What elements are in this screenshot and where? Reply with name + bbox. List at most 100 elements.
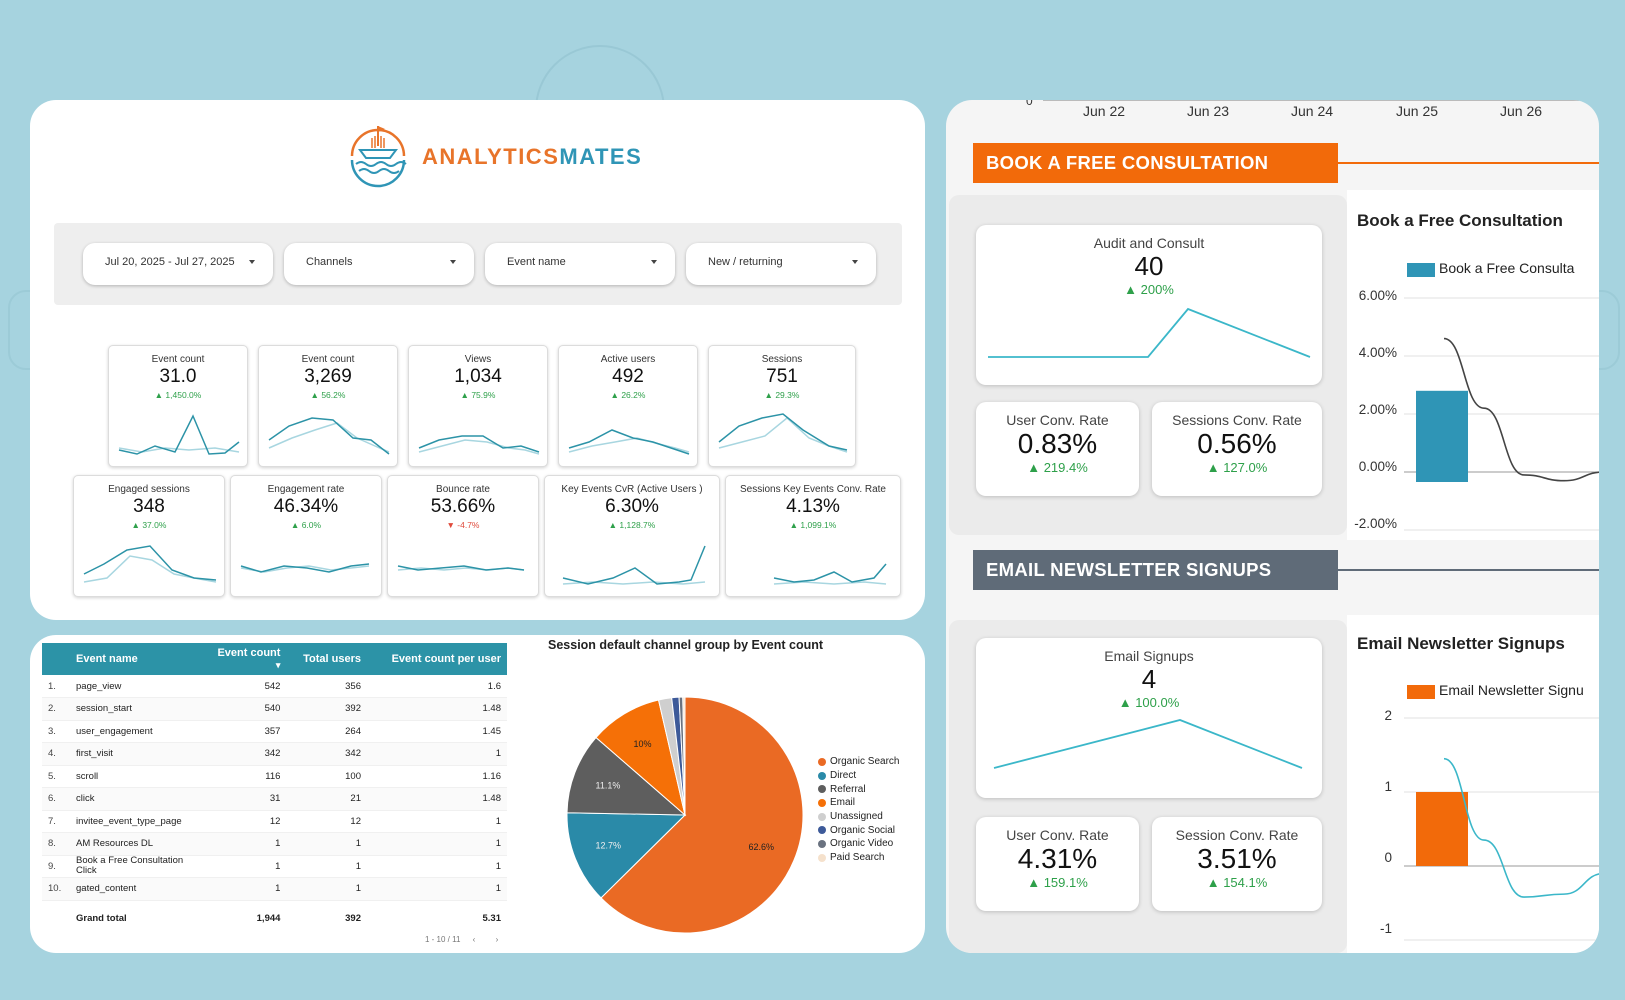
email-signups-card[interactable]: Email Signups 4 ▲ 100.0% (976, 638, 1322, 798)
pie-slice[interactable] (595, 699, 686, 817)
legend-item[interactable]: Organic Search (818, 755, 899, 769)
kpi-change: ▲ 219.4% (1027, 460, 1088, 475)
column-header-sorted[interactable]: Event count ▾ (200, 643, 287, 675)
new-returning-filter[interactable]: New / returning (686, 243, 876, 285)
table-row[interactable]: 10. gated_content 1 1 1 (42, 877, 507, 901)
kpi-card[interactable]: Event count 3,269 ▲ 56.2% (258, 345, 398, 467)
kpi-value: 31.0 (159, 366, 197, 387)
x-tick-label: Jun 22 (1083, 103, 1126, 119)
kpi-value: 492 (612, 366, 644, 387)
x-tick-label: Jun 23 (1187, 103, 1230, 119)
kpi-card[interactable]: Key Events CvR (Active Users ) 6.30% ▲ 1… (544, 475, 720, 597)
pie-slice[interactable] (566, 812, 687, 899)
section-header-consultation: BOOK A FREE CONSULTATION (973, 143, 1338, 183)
kpi-value: 0.83% (1017, 428, 1098, 459)
kpi-label: Email Signups (1104, 648, 1194, 664)
filter-label: Channels (306, 256, 353, 268)
audit-consult-card[interactable]: Audit and Consult 40 ▲ 200% (976, 225, 1322, 385)
chevron-down-icon (852, 260, 858, 264)
table-row[interactable]: 8. AM Resources DL 1 1 1 (42, 832, 507, 856)
consultation-chart: Book a Free Consultation Book a Free Con… (1347, 190, 1599, 540)
table-row[interactable]: 4. first_visit 342 342 1 (42, 742, 507, 766)
kpi-label: Sessions (761, 354, 803, 365)
kpi-value: 46.34% (273, 496, 339, 517)
kpi-sparkline (718, 413, 848, 453)
user-conv-rate-card[interactable]: User Conv. Rate 0.83% ▲ 219.4% (976, 402, 1139, 496)
table-row[interactable]: 2. session_start 540 392 1.48 (42, 697, 507, 721)
date-range-filter[interactable]: Jul 20, 2025 - Jul 27, 2025 (83, 243, 273, 285)
kpi-sparkline (118, 414, 240, 455)
kpi-sparkline (418, 435, 540, 455)
pager-text: 1 - 10 / 11 (425, 935, 461, 944)
table-row[interactable]: 7. invitee_event_type_page 12 12 1 (42, 810, 507, 833)
legend-dot (818, 839, 826, 848)
sessions-conv-rate-card[interactable]: Sessions Conv. Rate 0.56% ▲ 127.0% (1152, 402, 1322, 496)
legend-item[interactable]: Paid Search (818, 851, 899, 865)
kpi-change: ▲ 159.1% (1027, 875, 1088, 890)
kpi-card[interactable]: Engaged sessions 348 ▲ 37.0% (73, 475, 225, 597)
kpi-card[interactable]: Bounce rate 53.66% ▼ -4.7% (387, 475, 539, 597)
brand-logo: ANALYTICSMATES (342, 118, 642, 196)
table-row[interactable]: 9. Book a Free Consultation Click 1 1 1 (42, 855, 507, 878)
pie-chart-title: Session default channel group by Event c… (548, 638, 824, 652)
event-name-filter[interactable]: Event name (485, 243, 675, 285)
pie-slice[interactable] (566, 736, 687, 816)
kpi-card[interactable]: Sessions Key Events Conv. Rate 4.13% ▲ 1… (725, 475, 901, 597)
pie-slice[interactable] (600, 696, 804, 934)
table-row[interactable]: 1. page_view 542 356 1.6 (42, 675, 507, 698)
x-tick-label: Jun 26 (1500, 103, 1543, 119)
kpi-change: ▲ 1,128.7% (608, 520, 656, 530)
chart-title: Book a Free Consultation (1357, 211, 1563, 230)
x-tick-label: Jun 25 (1396, 103, 1439, 119)
table-row[interactable]: 3. user_engagement 357 264 1.45 (42, 720, 507, 743)
legend-item[interactable]: Organic Video (818, 837, 899, 851)
kpi-card[interactable]: Sessions 751 ▲ 29.3% (708, 345, 856, 467)
session-conv-rate-card[interactable]: Session Conv. Rate 3.51% ▲ 154.1% (1152, 817, 1322, 911)
events-table: Event name Event count ▾ Total users Even… (42, 643, 507, 936)
pie-slice[interactable] (682, 696, 686, 816)
kpi-change: ▲ 200% (1124, 282, 1174, 297)
kpi-label: User Conv. Rate (1006, 827, 1109, 843)
kpi-change: ▲ 154.1% (1206, 875, 1268, 890)
kpi-sparkline (83, 545, 217, 583)
legend-item[interactable]: Email (818, 796, 899, 810)
legend-item[interactable]: Organic Social (818, 823, 899, 837)
kpi-label: Session Conv. Rate (1175, 827, 1299, 843)
kpi-card[interactable]: Views 1,034 ▲ 75.9% (408, 345, 548, 467)
pie-chart: 62.6% 12.7% 11.1% 10% (566, 696, 804, 934)
chevron-right-icon[interactable]: › (495, 935, 499, 944)
channels-filter[interactable]: Channels (284, 243, 474, 285)
kpi-change: ▲ 56.2% (310, 390, 346, 400)
kpi-label: Audit and Consult (1093, 235, 1205, 251)
table-row[interactable]: 5. scroll 116 100 1.16 (42, 765, 507, 788)
table-row[interactable]: 6. click 31 21 1.48 (42, 787, 507, 811)
kpi-sparkline (993, 719, 1303, 769)
bar[interactable] (1416, 390, 1468, 482)
chevron-down-icon (651, 260, 657, 264)
legend-label: Book a Free Consulta (1439, 260, 1575, 276)
y-tick-label: 1 (1384, 779, 1392, 794)
legend-dot (818, 853, 826, 862)
legend-swatch (1407, 685, 1435, 699)
kpi-label: Key Events CvR (Active Users ) (561, 484, 703, 495)
column-header[interactable]: Total users (286, 643, 367, 675)
kpi-label: Event count (301, 354, 355, 365)
chevron-left-icon[interactable]: ‹ (472, 935, 476, 944)
bar[interactable] (1416, 792, 1468, 866)
legend-item[interactable]: Direct (818, 769, 899, 783)
filter-label: Event name (507, 256, 566, 268)
user-conv-rate-card[interactable]: User Conv. Rate 4.31% ▲ 159.1% (976, 817, 1139, 911)
legend-dot (818, 771, 826, 780)
kpi-card[interactable]: Event count 31.0 ▲ 1,450.0% (108, 345, 248, 467)
column-header[interactable]: Event count per user (366, 643, 507, 675)
boat-logo-icon (350, 126, 407, 188)
kpi-card[interactable]: Active users 492 ▲ 26.2% (558, 345, 698, 467)
legend-item[interactable]: Referral (818, 782, 899, 796)
pie-slice-label: 62.6% (748, 842, 774, 852)
filter-label: Jul 20, 2025 - Jul 27, 2025 (105, 256, 235, 268)
kpi-card[interactable]: Engagement rate 46.34% ▲ 6.0% (230, 475, 382, 597)
column-header[interactable]: Event name (42, 643, 200, 675)
kpi-value: 751 (766, 366, 798, 387)
kpi-value: 4.13% (786, 496, 840, 517)
legend-item[interactable]: Unassigned (818, 810, 899, 824)
